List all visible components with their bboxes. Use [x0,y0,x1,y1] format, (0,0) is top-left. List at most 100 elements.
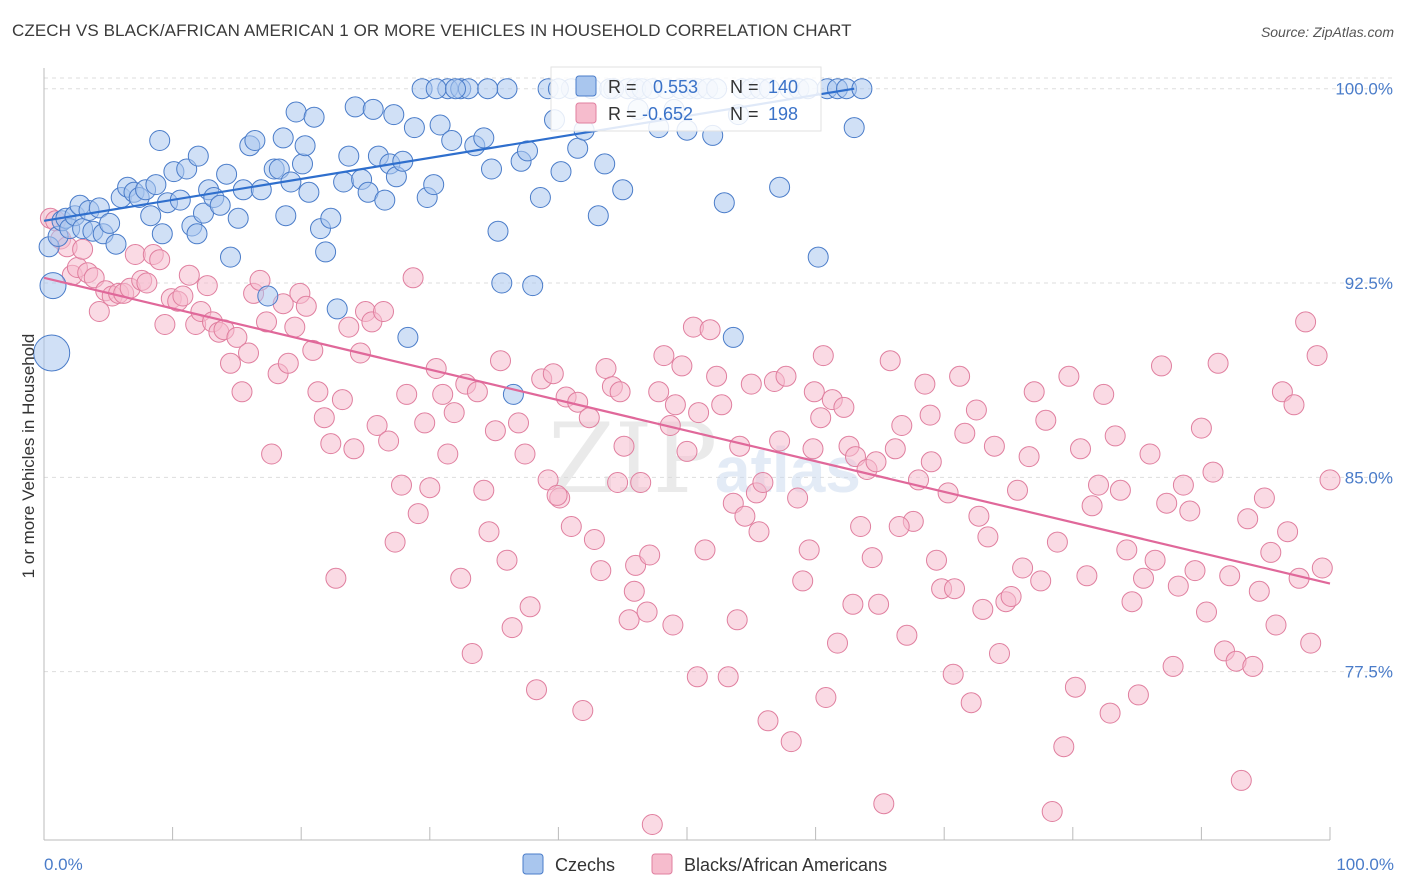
black-point [861,547,883,569]
black-point [1156,492,1178,514]
x-tick-marks [43,827,1331,840]
czech-point [303,106,325,128]
black-point [803,381,825,403]
black-point [1277,521,1299,543]
black-point [1219,565,1241,587]
black-point [706,365,728,387]
black-point [641,814,663,835]
black-point [868,593,890,615]
black-point [775,365,797,387]
black-point [989,643,1010,664]
black-point [780,731,802,753]
czech-point [550,161,572,183]
black-point [473,479,495,501]
czech-point [220,246,241,268]
black-point [664,394,686,416]
czech-point [33,334,71,372]
czech-point [397,326,419,348]
black-point [1151,355,1172,377]
black-point [1053,736,1075,758]
black-point [396,383,418,405]
legend-czechs-swatch[interactable] [522,853,544,875]
czech-point [151,223,173,245]
black-point [514,443,536,465]
czech-point [722,326,744,348]
black-point [919,404,941,426]
stats-black-r-value: -0.652 [642,104,693,124]
czech-point [216,163,238,185]
black-point [1109,479,1131,501]
black-point [757,710,779,732]
black-point [1023,381,1045,403]
legend-blacks-label[interactable]: Blacks/African Americans [684,855,887,875]
black-point [965,399,987,421]
czech-point [481,158,502,180]
trend-line-blacks [43,276,1331,585]
czech-point [227,207,249,229]
black-point [496,549,518,571]
black-point [391,474,412,496]
czech-point [285,101,307,123]
black-point [1041,801,1063,822]
black-point [815,687,837,708]
black-point [1311,557,1333,579]
legend-blacks-swatch[interactable] [651,853,673,875]
black-point [443,402,465,424]
czech-point [425,78,447,100]
czech-point [445,78,466,100]
black-point [926,549,947,571]
black-point [1196,601,1217,623]
black-point [508,412,529,434]
czech-point [594,153,616,175]
czech-point [473,127,495,149]
black-point [648,381,670,403]
black-point [711,394,733,416]
czech-point [294,135,316,157]
black-point [972,598,994,620]
black-point [1088,474,1109,496]
y-tick-labels: 100.0% 92.5% 85.0% 77.5% [1335,80,1393,682]
czech-point [333,171,355,193]
stats-black-r-label: R = [608,104,637,124]
czech-point [140,205,162,227]
black-point [613,435,635,457]
black-point [196,275,218,297]
czech-point [145,174,167,196]
legend-czechs-label[interactable]: Czechs [555,855,615,875]
czech-point [807,246,829,268]
black-point [378,430,400,452]
black-point [740,373,762,395]
black-point [842,593,864,615]
black-point [302,339,324,361]
black-point [220,352,241,374]
black-point [72,238,94,260]
black-point [752,472,774,493]
black-point [560,516,582,537]
black-point [578,407,600,429]
black-point [1046,531,1068,553]
black-point [1018,446,1040,468]
black-point [891,415,913,436]
black-point [686,666,708,688]
black-point [1007,479,1028,501]
black-point [1265,614,1287,636]
black-point [630,472,652,493]
black-point [944,578,965,600]
black-point [172,285,194,307]
y-axis-title: 1 or more Vehicles in Household [19,334,38,579]
czech-point [612,179,634,201]
black-point [676,440,698,462]
black-point [542,363,564,385]
black-point [1070,438,1091,460]
black-point [478,521,500,543]
black-point [572,700,594,721]
black-point [879,350,901,372]
czech-point [209,194,231,216]
black-point [1300,632,1322,654]
czech-point [567,137,589,159]
black-point [437,443,459,465]
black-point [1144,549,1166,571]
black-point [526,679,547,701]
black-point [231,381,253,403]
black-point [636,601,658,623]
